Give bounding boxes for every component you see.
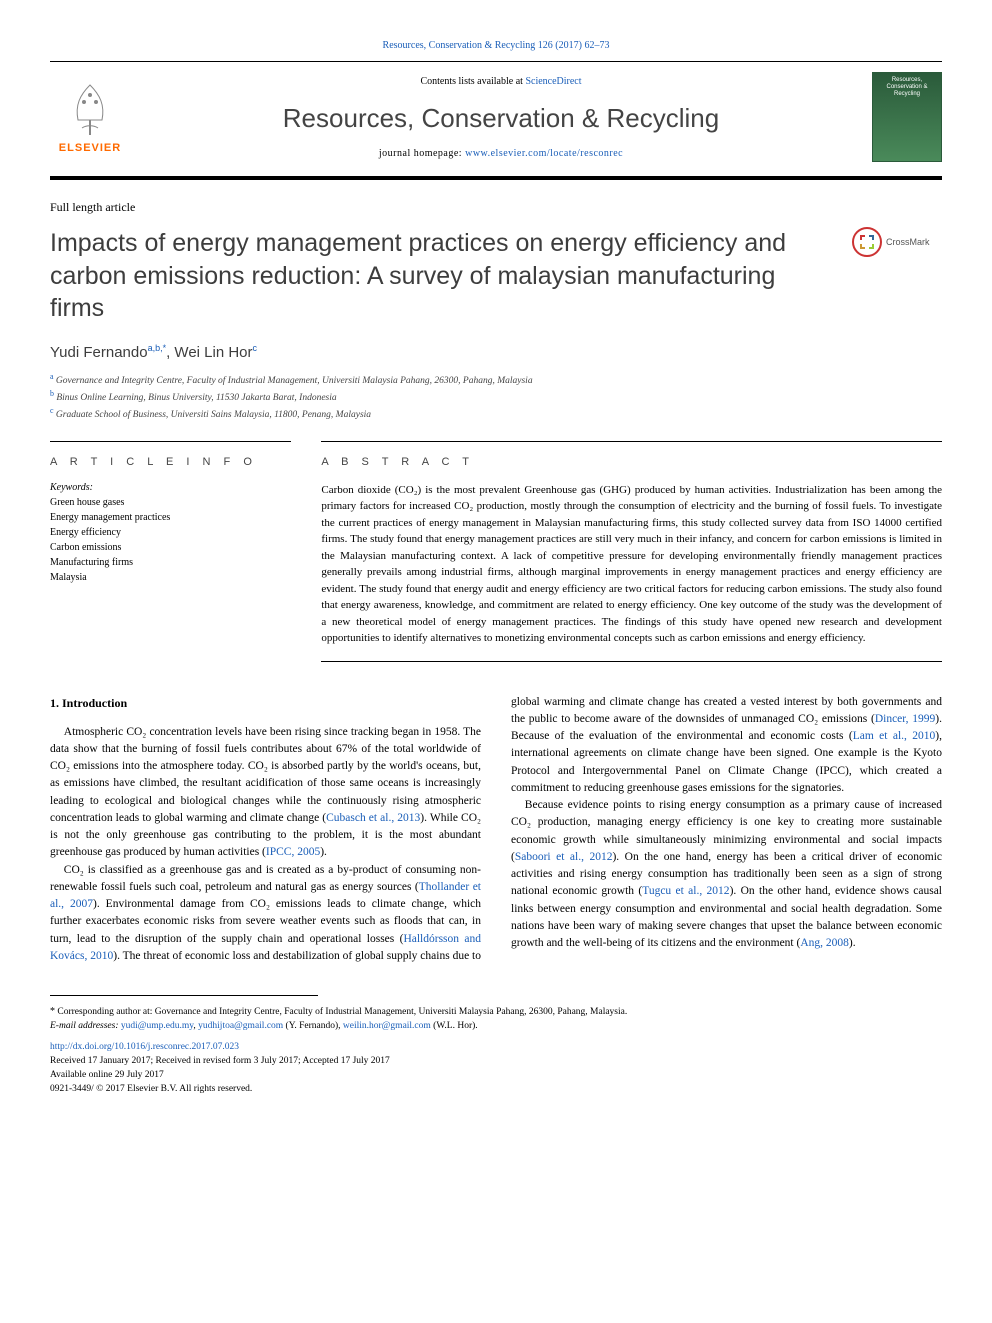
citation-link[interactable]: Dincer, 1999 <box>875 713 935 725</box>
p1a: Atmospheric CO₂ concentration levels hav… <box>50 726 481 824</box>
abstract-column: A B S T R A C T Carbon dioxide (CO₂) is … <box>321 441 942 694</box>
email-link[interactable]: yudi@ump.edu.my <box>121 1021 194 1031</box>
corr-text: Corresponding author at: Governance and … <box>57 1007 627 1017</box>
elsevier-logo: ELSEVIER <box>50 80 130 154</box>
citation-link[interactable]: Tugcu et al., 2012 <box>642 885 729 897</box>
contents-prefix: Contents lists available at <box>420 76 525 87</box>
body-paragraph: Atmospheric CO₂ concentration levels hav… <box>50 724 481 862</box>
citation-link[interactable]: Cubasch et al., 2013 <box>326 812 420 824</box>
rule-footnote <box>50 995 318 996</box>
sciencedirect-link[interactable]: ScienceDirect <box>525 76 581 87</box>
section-heading-intro: 1. Introduction <box>50 694 481 712</box>
copyright-line: 0921-3449/ © 2017 Elsevier B.V. All righ… <box>50 1082 942 1096</box>
elsevier-wordmark: ELSEVIER <box>59 142 121 154</box>
journal-cover-thumbnail: Resources, Conservation & Recycling <box>872 72 942 162</box>
keyword: Energy management practices <box>50 510 291 525</box>
citation-link[interactable]: Saboori et al., 2012 <box>515 851 613 863</box>
journal-cover-text: Resources, Conservation & Recycling <box>877 77 937 99</box>
rule-top <box>50 61 942 62</box>
crossmark-label: CrossMark <box>886 237 930 247</box>
citation-link[interactable]: Ang, 2008 <box>800 937 849 949</box>
affiliations: a Governance and Integrity Centre, Facul… <box>50 371 942 423</box>
keywords-label: Keywords: <box>50 482 291 493</box>
doi-block: http://dx.doi.org/10.1016/j.resconrec.20… <box>50 1040 942 1097</box>
citation-link[interactable]: IPCC, 2005 <box>266 846 320 858</box>
p3d: ). <box>849 937 856 949</box>
journal-name: Resources, Conservation & Recycling <box>130 103 872 134</box>
keyword: Green house gases <box>50 495 291 510</box>
journal-header: ELSEVIER Contents lists available at Sci… <box>50 64 942 170</box>
p2a: CO₂ is classified as a greenhouse gas an… <box>50 864 481 893</box>
body-paragraph: Because evidence points to rising energy… <box>511 797 942 952</box>
crossmark-icon <box>852 227 882 257</box>
article-info-column: A R T I C L E I N F O Keywords: Green ho… <box>50 441 291 694</box>
email-line: E-mail addresses: yudi@ump.edu.my, yudhi… <box>50 1019 942 1033</box>
corresponding-author-note: * Corresponding author at: Governance an… <box>50 1004 942 1019</box>
elsevier-tree-icon <box>60 80 120 140</box>
keyword: Manufacturing firms <box>50 555 291 570</box>
rule-after-abstract <box>321 661 942 662</box>
header-center: Contents lists available at ScienceDirec… <box>130 76 872 159</box>
authors: Yudi Fernandoa,b,*, Wei Lin Horc <box>50 343 942 361</box>
keyword: Energy efficiency <box>50 525 291 540</box>
article-history: Received 17 January 2017; Received in re… <box>50 1054 942 1068</box>
keywords-list: Green house gasesEnergy management pract… <box>50 495 291 585</box>
running-header: Resources, Conservation & Recycling 126 … <box>50 40 942 51</box>
doi-link[interactable]: http://dx.doi.org/10.1016/j.resconrec.20… <box>50 1042 239 1052</box>
citation-link[interactable]: Lam et al., 2010 <box>853 730 936 742</box>
email-label: E-mail addresses: <box>50 1021 121 1031</box>
abstract-text: Carbon dioxide (CO₂) is the most prevale… <box>321 482 942 647</box>
homepage-link[interactable]: www.elsevier.com/locate/resconrec <box>465 148 623 159</box>
available-online: Available online 29 July 2017 <box>50 1068 942 1082</box>
article-type: Full length article <box>50 200 942 215</box>
article-info-heading: A R T I C L E I N F O <box>50 441 291 468</box>
footnotes: * Corresponding author at: Governance an… <box>50 1004 942 1034</box>
running-header-link[interactable]: Resources, Conservation & Recycling 126 … <box>383 40 610 51</box>
email-link[interactable]: weilin.hor@gmail.com <box>343 1021 431 1031</box>
email-aft: (W.L. Hor). <box>431 1021 478 1031</box>
affiliation: c Graduate School of Business, Universit… <box>50 405 942 422</box>
keyword: Malaysia <box>50 570 291 585</box>
corr-mark: * <box>50 1006 55 1017</box>
body-text: 1. Introduction Atmospheric CO₂ concentr… <box>50 694 942 966</box>
homepage-prefix: journal homepage: <box>379 148 465 159</box>
p1c: ). <box>320 846 327 858</box>
email-aft: (Y. Fernando), <box>283 1021 343 1031</box>
email-link[interactable]: yudhijtoa@gmail.com <box>198 1021 283 1031</box>
keyword: Carbon emissions <box>50 540 291 555</box>
article-title: Impacts of energy management practices o… <box>50 227 832 325</box>
affiliation: a Governance and Integrity Centre, Facul… <box>50 371 942 388</box>
rule-thick <box>50 176 942 180</box>
affiliation: b Binus Online Learning, Binus Universit… <box>50 388 942 405</box>
abstract-heading: A B S T R A C T <box>321 441 942 468</box>
contents-line: Contents lists available at ScienceDirec… <box>130 76 872 87</box>
journal-homepage: journal homepage: www.elsevier.com/locat… <box>130 148 872 159</box>
crossmark-badge[interactable]: CrossMark <box>852 227 942 257</box>
